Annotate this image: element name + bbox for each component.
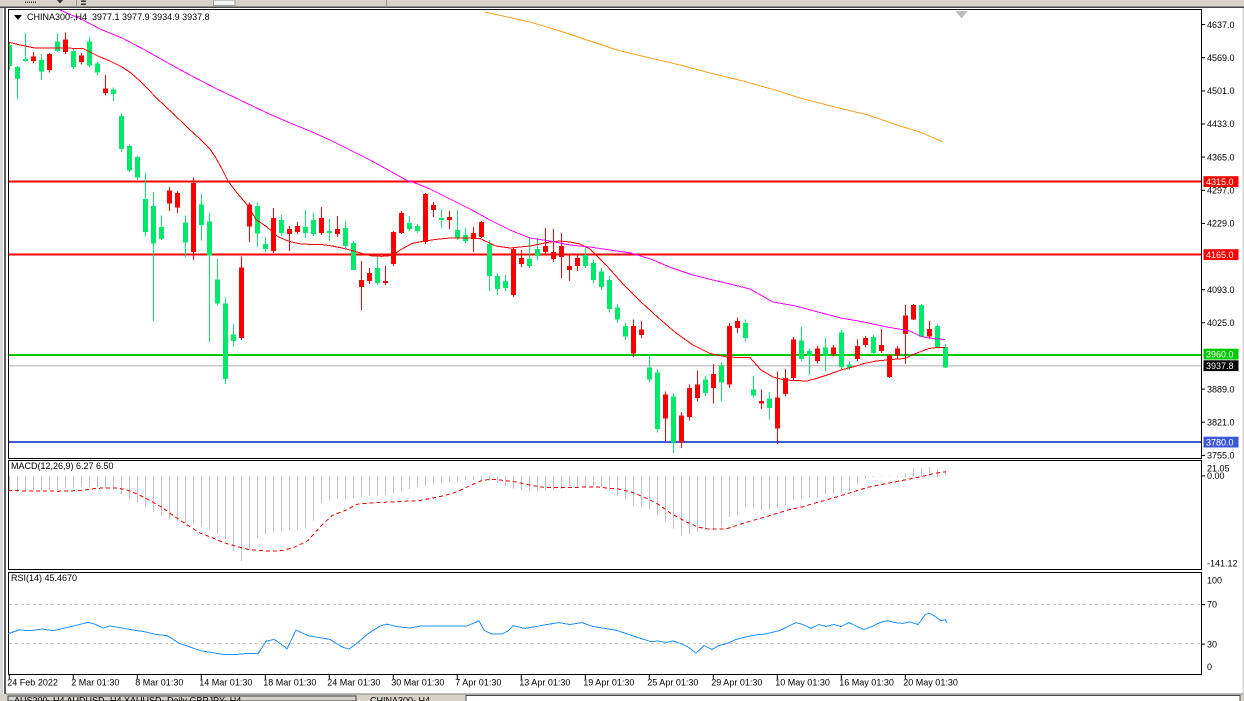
svg-text:19 Apr 01:30: 19 Apr 01:30 [583,678,634,688]
svg-text:18 Mar 01:30: 18 Mar 01:30 [263,678,316,688]
svg-text:14 Mar 01:30: 14 Mar 01:30 [199,678,252,688]
svg-text:3960.0: 3960.0 [1206,349,1234,359]
svg-text:3937.8: 3937.8 [1206,361,1234,371]
svg-text:30: 30 [1207,640,1217,650]
svg-text:20 May 01:30: 20 May 01:30 [903,678,958,688]
svg-text:CHINA300-,H4 3977.1 3977.9 39: CHINA300-,H4 3977.1 3977.9 3934.9 3937.8 [27,12,210,22]
svg-text:CHINA300-,H4: CHINA300-,H4 [370,696,430,701]
svg-text:24 Feb 2022: 24 Feb 2022 [7,678,58,688]
svg-text:29 Apr 01:30: 29 Apr 01:30 [711,678,762,688]
svg-text:24 Mar 01:30: 24 Mar 01:30 [327,678,380,688]
svg-text:4093.0: 4093.0 [1207,285,1235,295]
svg-text:3755.0: 3755.0 [1207,451,1235,461]
svg-text:30 Mar 01:30: 30 Mar 01:30 [391,678,444,688]
svg-text:MACD(12,26,9) 6.27 6.50: MACD(12,26,9) 6.27 6.50 [11,461,114,471]
svg-text:7 Apr 01:30: 7 Apr 01:30 [455,678,501,688]
svg-text:21.05: 21.05 [1207,464,1230,474]
svg-text:4025.0: 4025.0 [1207,318,1235,328]
svg-text:0: 0 [1207,662,1212,672]
svg-text:4637.0: 4637.0 [1207,20,1235,30]
svg-text:10 May 01:30: 10 May 01:30 [775,678,830,688]
svg-text:0.00: 0.00 [1207,471,1225,481]
svg-text:AUS200-,H4 AUDUSD-,H4 XAUUSD-,: AUS200-,H4 AUDUSD-,H4 XAUUSD-,Daily GBPJ… [14,696,241,701]
svg-text:25 Apr 01:30: 25 Apr 01:30 [647,678,698,688]
svg-text:4501.0: 4501.0 [1207,86,1235,96]
svg-text:4315.0: 4315.0 [1206,177,1234,187]
svg-text:RSI(14) 45.4670: RSI(14) 45.4670 [11,573,77,583]
svg-text:8 Mar 01:30: 8 Mar 01:30 [135,678,183,688]
svg-text:4297.0: 4297.0 [1207,186,1235,196]
svg-text:-141.12: -141.12 [1207,559,1238,569]
svg-text:4229.0: 4229.0 [1207,219,1235,229]
svg-text:2 Mar 01:30: 2 Mar 01:30 [71,678,119,688]
svg-text:4365.0: 4365.0 [1207,152,1235,162]
svg-text:3821.0: 3821.0 [1207,417,1235,427]
svg-text:16 May 01:30: 16 May 01:30 [839,678,894,688]
svg-text:13 Apr 01:30: 13 Apr 01:30 [519,678,570,688]
svg-text:4569.0: 4569.0 [1207,53,1235,63]
svg-text:4433.0: 4433.0 [1207,119,1235,129]
svg-text:3780.0: 3780.0 [1206,437,1234,447]
svg-text:4165.0: 4165.0 [1206,250,1234,260]
svg-text:3889.0: 3889.0 [1207,384,1235,394]
svg-text:70: 70 [1207,600,1217,610]
svg-text:100: 100 [1207,576,1222,586]
